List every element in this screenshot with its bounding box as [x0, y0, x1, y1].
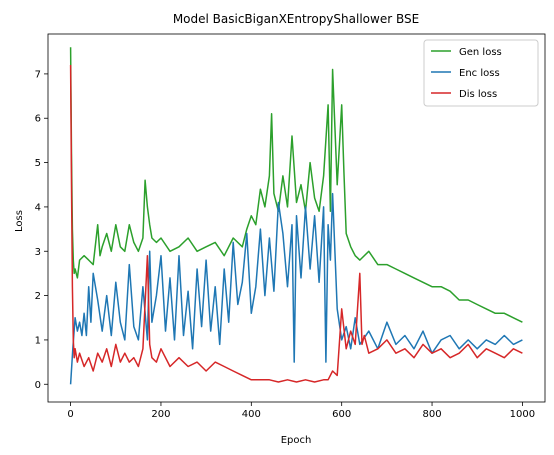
- plot-area: 0 200 400 600 800 1000 0 1 2 3 4 5 6 7 Gen loss Enc los…: [35, 33, 546, 420]
- plot-frame: [47, 33, 546, 403]
- y-tick-label: 2: [35, 291, 41, 302]
- y-tick-label: 4: [35, 202, 41, 213]
- y-tick-label: 3: [35, 247, 41, 258]
- y-tick-label: 7: [35, 69, 41, 80]
- x-axis-label: Epoch: [281, 435, 312, 446]
- x-tick-label: 1000: [510, 409, 535, 420]
- x-tick-label: 0: [67, 409, 73, 420]
- legend-box: [423, 39, 539, 107]
- legend-label-0: Gen loss: [459, 47, 502, 58]
- legend-label-2: Dis loss: [459, 89, 497, 100]
- legend-label-1: Enc loss: [459, 68, 500, 79]
- series-line-2: [69, 64, 523, 383]
- x-tick-label: 600: [332, 409, 351, 420]
- series-line-0: [69, 47, 523, 323]
- chart-title: Model BasicBiganXEntropyShallower BSE: [173, 12, 419, 26]
- x-tick-label: 400: [242, 409, 261, 420]
- y-tick-label: 5: [35, 158, 41, 169]
- y-axis-label: Loss: [14, 210, 25, 232]
- series-line-1: [69, 192, 523, 385]
- y-tick-label: 6: [35, 114, 41, 125]
- x-tick-label: 800: [422, 409, 441, 420]
- y-tick-label: 0: [35, 380, 41, 391]
- x-tick-label: 200: [151, 409, 170, 420]
- y-tick-label: 1: [35, 335, 41, 346]
